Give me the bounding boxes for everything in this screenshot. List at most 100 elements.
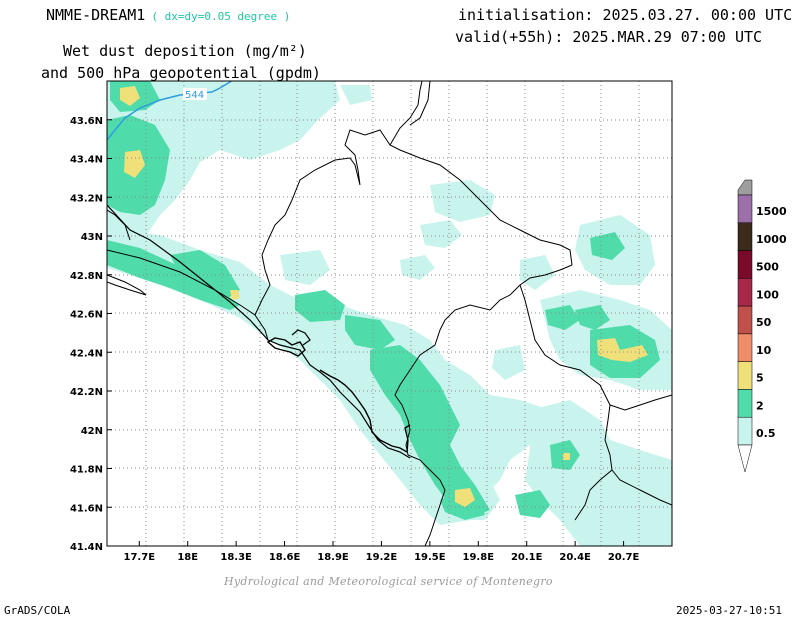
lon-tick-label: 18.9E (317, 552, 349, 563)
light-area-southeast (525, 400, 672, 546)
contour-label-background (183, 88, 207, 100)
lat-tick-label: 41.6N (70, 503, 103, 514)
legend-level-label: 100 (756, 288, 779, 301)
model-name: NMME-DREAM1 (46, 6, 146, 24)
light-area-small-1 (420, 220, 462, 248)
lon-tick-label: 20.7E (608, 552, 640, 563)
light-area-small-3 (280, 250, 330, 285)
lat-tick-label: 42N (81, 426, 103, 437)
light-area-small-5 (492, 345, 525, 380)
legend-labels: 1500 1000 500 100 50 10 5 2 0.5 (756, 205, 787, 440)
border-north-top (409, 81, 431, 126)
contour-label: 544 (185, 90, 204, 101)
legend-level-label: 5 (756, 372, 764, 385)
model-title: NMME-DREAM1 ( dx=dy=0.05 degree ) (46, 6, 290, 24)
light-area-center-north (430, 180, 495, 222)
medium-area-coast (370, 345, 490, 518)
island-peljesac (107, 274, 147, 296)
legend-color-box (737, 389, 753, 418)
border-west (254, 239, 271, 316)
lat-tick-label: 43.2N (70, 193, 103, 204)
border-east (609, 394, 672, 411)
lon-tick-label: 19.8E (463, 552, 495, 563)
contour-544-line (107, 81, 233, 141)
medium-area-east-3 (575, 305, 610, 330)
longitude-axis: 17.7E 18E 18.3E 18.6E 18.9E 19.2E 19.5E 19.8E 20… (124, 541, 640, 563)
latitude-axis: 43.6N 43.4N 43.2N 43N 42.8N 42.6N 42.4N 42.2N 42… (70, 116, 112, 553)
high-area-south (455, 488, 475, 507)
lat-tick-label: 43N (81, 232, 103, 243)
high-deposition-areas (120, 86, 648, 507)
legend-color-box (737, 305, 753, 335)
legend-color-box (737, 333, 753, 362)
lon-tick-label: 19.2E (366, 552, 398, 563)
lat-tick-label: 41.4N (70, 542, 103, 553)
lon-tick-label: 19.5E (414, 552, 446, 563)
variable-title-line1: Wet dust deposition (mg/m²) (63, 42, 307, 60)
medium-area-east-north (590, 232, 625, 260)
bay-of-kotor (266, 337, 306, 357)
coastline-detail (319, 369, 411, 454)
legend-level-label: 1500 (756, 205, 787, 218)
light-area-small-4 (520, 255, 555, 290)
legend-level-label: 50 (756, 316, 772, 329)
border-east-south (611, 469, 672, 506)
boundaries (107, 81, 672, 546)
medium-area-center-2 (345, 315, 395, 350)
lon-tick-label: 17.7E (124, 552, 156, 563)
deposition-field (107, 81, 672, 546)
lat-tick-label: 42.2N (70, 387, 103, 398)
high-area-west (230, 290, 240, 300)
legend-level-label: 2 (756, 399, 764, 412)
legend-color-box (737, 222, 753, 251)
high-area-northwest (124, 150, 145, 178)
legend-color-box (737, 278, 753, 307)
credit-line: Hydrological and Meteorological service … (224, 575, 553, 588)
light-area-small-2 (400, 255, 435, 280)
legend-level-label: 500 (756, 261, 779, 274)
legend-color-box (737, 361, 753, 390)
initialisation-time: initialisation: 2025.03.27. 00:00 UTC (458, 6, 793, 24)
bay-of-kotor-inner (291, 329, 311, 346)
lat-tick-label: 42.8N (70, 271, 103, 282)
lon-tick-label: 20.4E (559, 552, 591, 563)
geopotential-contour: 544 (107, 81, 233, 141)
medium-area-center (295, 290, 345, 322)
lon-tick-label: 18E (177, 552, 198, 563)
border-far-northwest (107, 209, 131, 241)
border-northeast (389, 81, 423, 146)
variable-title-line2: and 500 hPa geopotential (gpdm) (41, 64, 321, 82)
legend: 1500 1000 500 100 50 10 5 2 0.5 (737, 179, 787, 473)
legend-level-label: 1000 (756, 233, 787, 246)
legend-level-label: 10 (756, 344, 772, 357)
lat-tick-label: 42.4N (70, 348, 103, 359)
lon-tick-label: 20.1E (511, 552, 543, 563)
high-area-southeast (563, 453, 570, 460)
software-label: GrADS/COLA (4, 604, 71, 617)
legend-level-label: 0.5 (756, 427, 776, 440)
lat-tick-label: 43.6N (70, 116, 103, 127)
legend-bottom-arrow (737, 444, 753, 473)
lat-tick-label: 41.8N (70, 465, 103, 476)
light-area-northwest (107, 81, 340, 255)
light-area-small-6 (340, 85, 372, 105)
medium-area-southeast-2 (515, 490, 550, 518)
grid-lines (107, 81, 672, 546)
lon-tick-label: 18.6E (269, 552, 301, 563)
medium-area-west-band-2 (170, 250, 240, 300)
render-timestamp: 2025-03-27-10:51 (676, 604, 782, 617)
legend-top-arrow (737, 179, 753, 196)
model-resolution: ( dx=dy=0.05 degree ) (151, 10, 291, 23)
lon-tick-label: 18.3E (220, 552, 252, 563)
legend-color-box (737, 416, 753, 446)
high-area-north (120, 86, 140, 106)
border-bih-mne (107, 249, 269, 341)
border-srb-kos (394, 264, 573, 456)
legend-color-box (737, 250, 753, 279)
legend-color-boxes (737, 194, 753, 446)
high-area-east (597, 338, 648, 362)
lat-tick-label: 43.4N (70, 155, 103, 166)
border-alb-kos (407, 454, 446, 546)
valid-time: valid(+55h): 2025.MAR.29 07:00 UTC (455, 28, 763, 46)
